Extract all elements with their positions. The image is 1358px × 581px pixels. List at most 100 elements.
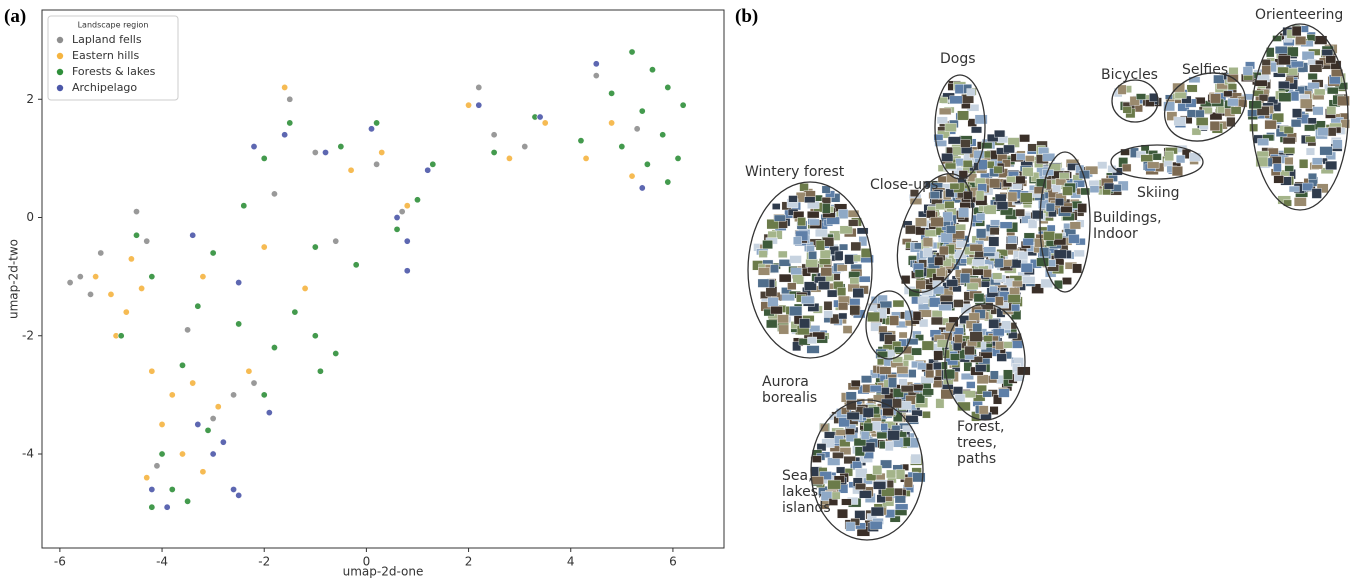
photo-tile xyxy=(996,249,1008,257)
photo-tile xyxy=(978,277,990,288)
photo-tile xyxy=(1172,93,1181,101)
photo-tile xyxy=(794,214,803,222)
point xyxy=(648,66,656,74)
photo-tile xyxy=(1285,169,1296,180)
photo-tile xyxy=(1038,204,1052,212)
photo-tile xyxy=(972,342,983,350)
photo-tile xyxy=(766,278,777,289)
photo-tile xyxy=(876,370,888,380)
photo-tile xyxy=(1022,276,1036,285)
photo-tile xyxy=(844,228,857,238)
photo-tile xyxy=(1019,192,1033,203)
photo-tile xyxy=(806,245,815,253)
photo-tile xyxy=(948,282,961,292)
photo-tile xyxy=(1324,127,1337,137)
photo-tile xyxy=(1325,124,1337,132)
photo-tile xyxy=(920,251,930,258)
photo-tile xyxy=(939,317,952,326)
photo-tile xyxy=(792,274,805,285)
photo-tile xyxy=(881,430,891,439)
photo-tile xyxy=(1038,244,1048,252)
photo-tile xyxy=(1330,69,1344,77)
photo-tile xyxy=(875,348,889,359)
photo-tile xyxy=(968,312,980,321)
photo-tile xyxy=(1163,158,1173,168)
photo-tile xyxy=(981,274,994,282)
photo-tile xyxy=(960,343,974,352)
photo-tile xyxy=(809,204,822,213)
point xyxy=(347,166,355,174)
photo-tile xyxy=(908,417,919,425)
photo-tile xyxy=(1003,182,1017,190)
photo-tile xyxy=(835,302,848,311)
photo-tile xyxy=(1256,106,1270,116)
photo-tile xyxy=(967,165,980,173)
photo-tile xyxy=(810,260,824,269)
photo-tile xyxy=(1102,185,1111,196)
point xyxy=(219,438,227,446)
photo-tile xyxy=(910,384,924,392)
photo-tile xyxy=(1217,120,1228,130)
photo-tile xyxy=(1028,184,1039,194)
photo-tile xyxy=(1334,125,1346,135)
photo-tile xyxy=(1038,226,1049,237)
photo-tile xyxy=(1284,40,1294,50)
point xyxy=(322,148,330,156)
photo-tile xyxy=(1199,120,1209,130)
photo-tile xyxy=(1290,60,1304,68)
photo-tile xyxy=(850,306,861,317)
point xyxy=(209,249,217,257)
photo-tile xyxy=(865,473,877,481)
photo-tile xyxy=(915,226,926,236)
photo-tile xyxy=(887,373,897,385)
photo-tile xyxy=(890,490,900,499)
photo-tile xyxy=(787,282,797,290)
photo-tile xyxy=(1001,320,1012,331)
photo-tile xyxy=(934,256,944,266)
photo-tile xyxy=(1194,96,1206,105)
photo-tile xyxy=(1010,309,1022,320)
photo-tile xyxy=(830,431,844,440)
point xyxy=(92,273,100,281)
photo-tile xyxy=(938,327,949,338)
photo-tile xyxy=(983,294,993,303)
photo-tile xyxy=(1179,115,1193,124)
photo-tile xyxy=(1291,25,1302,37)
photo-tile xyxy=(1230,106,1242,115)
photo-tile xyxy=(1288,76,1298,86)
photo-tile xyxy=(961,94,974,104)
point xyxy=(250,379,258,387)
photo-tile xyxy=(1299,98,1313,109)
photo-tile xyxy=(1073,180,1086,188)
photo-tile xyxy=(929,211,938,221)
photo-tile xyxy=(945,188,956,198)
photo-tile xyxy=(998,388,1010,398)
photo-tile xyxy=(975,195,988,206)
photo-tile xyxy=(1055,178,1067,186)
photo-tile xyxy=(927,254,940,264)
photo-tile xyxy=(981,138,996,150)
photo-tile xyxy=(839,225,853,235)
photo-tile xyxy=(1070,199,1080,208)
photo-tile xyxy=(1316,157,1328,165)
photo-tile xyxy=(902,220,913,229)
photo-tile xyxy=(924,285,936,292)
photo-tile xyxy=(1012,333,1022,341)
photo-tile xyxy=(928,192,941,199)
photo-tile xyxy=(1035,178,1047,189)
photo-tile xyxy=(845,391,857,401)
photo-tile xyxy=(954,334,963,344)
photo-tile xyxy=(873,478,886,489)
photo-tile xyxy=(901,275,911,285)
photo-tile xyxy=(838,483,849,494)
photo-tile xyxy=(1280,176,1292,186)
photo-tile xyxy=(760,301,772,312)
photo-tile xyxy=(1320,61,1332,70)
photo-tile xyxy=(1055,193,1067,202)
photo-tile xyxy=(936,116,948,125)
photo-tile xyxy=(1294,86,1305,95)
photo-tile xyxy=(1284,35,1293,43)
photo-tile xyxy=(903,414,914,423)
photo-tile xyxy=(908,288,920,297)
photo-tile xyxy=(996,261,1007,271)
